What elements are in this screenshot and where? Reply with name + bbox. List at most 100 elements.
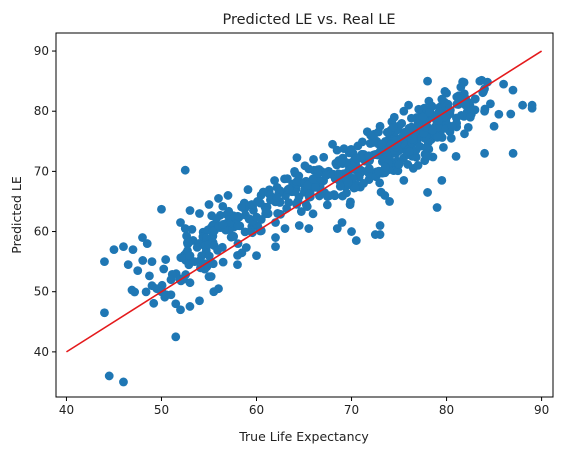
data-point (499, 79, 508, 89)
data-point (214, 194, 223, 203)
data-point (385, 197, 394, 206)
data-point (334, 169, 343, 179)
data-point (294, 221, 304, 230)
data-point (388, 122, 398, 132)
data-point (109, 245, 119, 255)
data-point (465, 112, 475, 122)
data-point (399, 106, 409, 116)
data-point (345, 200, 355, 210)
data-point (100, 257, 109, 267)
x-axis-label: True Life Expectancy (238, 429, 369, 444)
data-point (180, 165, 190, 175)
reference-line-layer (66, 50, 543, 353)
data-point (439, 143, 448, 152)
data-point (261, 206, 271, 215)
data-point (310, 182, 320, 192)
data-point (119, 377, 128, 387)
data-point (336, 157, 346, 167)
y-axis-label: Predicted LE (9, 176, 24, 254)
data-point (460, 129, 469, 139)
data-point (272, 192, 281, 202)
data-point (508, 85, 518, 95)
x-tick-label: 40 (59, 403, 74, 417)
data-point (233, 251, 242, 260)
data-point (374, 166, 384, 176)
data-point (423, 188, 432, 197)
data-point (290, 166, 299, 176)
data-point (218, 201, 228, 211)
data-point (414, 104, 424, 114)
data-point (180, 224, 190, 233)
x-axis-ticks: 40 50 60 70 80 90 (59, 397, 549, 417)
data-point (161, 255, 171, 264)
y-axis-ticks: 40 50 60 70 80 90 (34, 44, 56, 359)
data-point (375, 221, 385, 230)
data-point (141, 287, 151, 297)
data-point (418, 112, 428, 122)
data-point (456, 82, 466, 92)
data-point (351, 153, 361, 163)
data-point (451, 151, 461, 161)
data-point (319, 152, 329, 162)
data-point (382, 127, 392, 137)
data-point (397, 118, 407, 128)
data-point (182, 231, 191, 241)
data-point (233, 260, 242, 270)
data-point (157, 204, 166, 214)
data-point (184, 238, 193, 248)
x-tick-label: 80 (439, 403, 454, 417)
data-point (133, 266, 143, 276)
data-point (224, 206, 234, 216)
data-point (280, 224, 290, 233)
data-point (343, 177, 353, 187)
data-point (273, 209, 283, 218)
data-point (332, 224, 342, 233)
y-tick-label: 90 (34, 44, 49, 58)
data-point (308, 209, 318, 219)
data-point (223, 191, 233, 200)
data-point (159, 264, 169, 274)
data-point (218, 220, 228, 229)
data-point (229, 231, 238, 241)
data-point (434, 116, 444, 126)
data-point (480, 106, 489, 116)
data-point (187, 224, 197, 234)
data-point (442, 88, 451, 98)
data-point (247, 200, 257, 209)
data-point (389, 112, 399, 122)
data-point (147, 257, 157, 267)
data-point (171, 299, 181, 309)
data-point (394, 160, 404, 169)
data-point (518, 100, 527, 110)
data-point (375, 121, 385, 131)
data-point (195, 296, 204, 306)
data-point (428, 125, 438, 135)
data-point (127, 285, 137, 295)
data-point (370, 230, 380, 239)
data-point (432, 203, 442, 212)
data-point (321, 171, 331, 180)
data-point (377, 139, 387, 149)
data-point (423, 76, 432, 86)
data-point (420, 122, 430, 132)
data-point (284, 184, 294, 194)
data-point (149, 298, 159, 308)
data-point (325, 191, 334, 201)
x-tick-label: 70 (344, 403, 359, 417)
data-point (405, 147, 415, 156)
data-point (447, 121, 457, 131)
data-point (209, 287, 219, 297)
data-point (527, 100, 537, 110)
data-point (494, 109, 504, 119)
data-point (190, 257, 200, 267)
x-tick-label: 60 (249, 403, 264, 417)
data-point (350, 183, 360, 193)
data-point (292, 153, 302, 163)
data-point (237, 202, 246, 212)
data-point (119, 242, 128, 251)
data-point (128, 245, 138, 255)
y-tick-label: 70 (34, 164, 49, 178)
data-point (123, 260, 133, 270)
data-point (166, 275, 176, 285)
